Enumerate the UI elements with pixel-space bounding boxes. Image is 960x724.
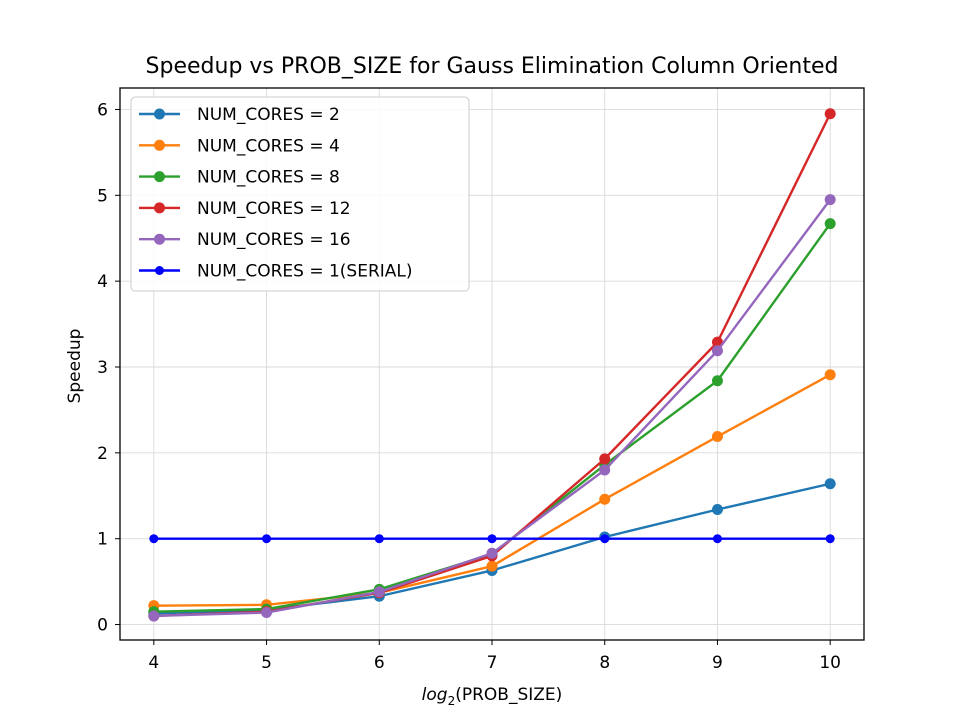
x-tick-label: 6 [374,653,385,673]
legend-item: NUM_CORES = 2 [139,105,340,125]
legend-marker [154,233,165,245]
legend-box [130,96,470,292]
data-point [824,478,836,490]
data-point [711,336,723,348]
y-axis-label: Speedup [65,329,85,404]
data-point [486,547,498,559]
legend-item: NUM_CORES = 12 [139,199,351,219]
data-point [599,453,611,465]
series-lines [148,108,836,622]
legend-item: NUM_CORES = 16 [139,230,351,250]
data-point [711,431,723,443]
axis-ticks: 4 5 6 7 8 9 10 0 1 2 3 4 5 6 [97,100,841,673]
legend-item: NUM_CORES = 8 [139,168,340,188]
x-axis-label-suffix: (PROB_SIZE) [455,685,562,705]
legend-marker [154,139,165,151]
legend-label: NUM_CORES = 1(SERIAL) [197,262,413,282]
legend-item: NUM_CORES = 1(SERIAL) [139,262,413,282]
legend-marker [155,266,164,275]
x-tick-label: 7 [487,653,498,673]
data-point [824,108,836,120]
y-tick-label: 0 [97,616,108,636]
x-axis-label: log2(PROB_SIZE) [422,685,563,708]
x-tick-label: 4 [148,653,159,673]
y-tick-label: 5 [97,186,108,206]
data-point [600,534,610,544]
data-point [373,586,385,598]
legend: NUM_CORES = 2 NUM_CORES = 4 NUM_CORES = 8 N… [130,96,470,292]
x-tick-label: 10 [819,653,841,673]
legend-marker [154,171,165,183]
data-point [825,534,835,544]
data-point [148,610,160,622]
data-point [487,534,497,544]
legend-marker [154,108,165,120]
legend-item: NUM_CORES = 4 [139,136,340,156]
data-point [599,493,611,505]
data-point [824,218,836,230]
chart-title: Speedup vs PROB_SIZE for Gauss Eliminati… [146,54,839,79]
series-6 [149,534,835,544]
data-point [711,504,723,516]
data-point [262,534,272,544]
legend-marker [154,202,165,214]
data-point [374,534,384,544]
legend-label: NUM_CORES = 12 [197,199,351,219]
legend-label: NUM_CORES = 16 [197,230,351,250]
y-tick-label: 1 [97,530,108,550]
data-point [711,345,723,357]
data-point [599,464,611,476]
data-point [261,607,273,619]
x-tick-label: 8 [599,653,610,673]
y-tick-label: 6 [97,100,108,120]
x-tick-label: 9 [712,653,723,673]
data-point [712,534,722,544]
data-point [824,194,836,206]
data-point [824,369,836,381]
legend-label: NUM_CORES = 8 [197,168,340,188]
data-point [711,375,723,387]
legend-label: NUM_CORES = 4 [197,136,340,156]
x-tick-label: 5 [261,653,272,673]
series-5 [148,194,836,622]
data-point [149,534,159,544]
y-tick-label: 2 [97,444,108,464]
x-axis-label-subscript: 2 [448,694,456,708]
legend-label: NUM_CORES = 2 [197,105,340,125]
data-point [486,560,498,572]
y-tick-label: 4 [97,272,108,292]
y-tick-label: 3 [97,358,108,378]
x-axis-label-log: log [422,685,448,705]
